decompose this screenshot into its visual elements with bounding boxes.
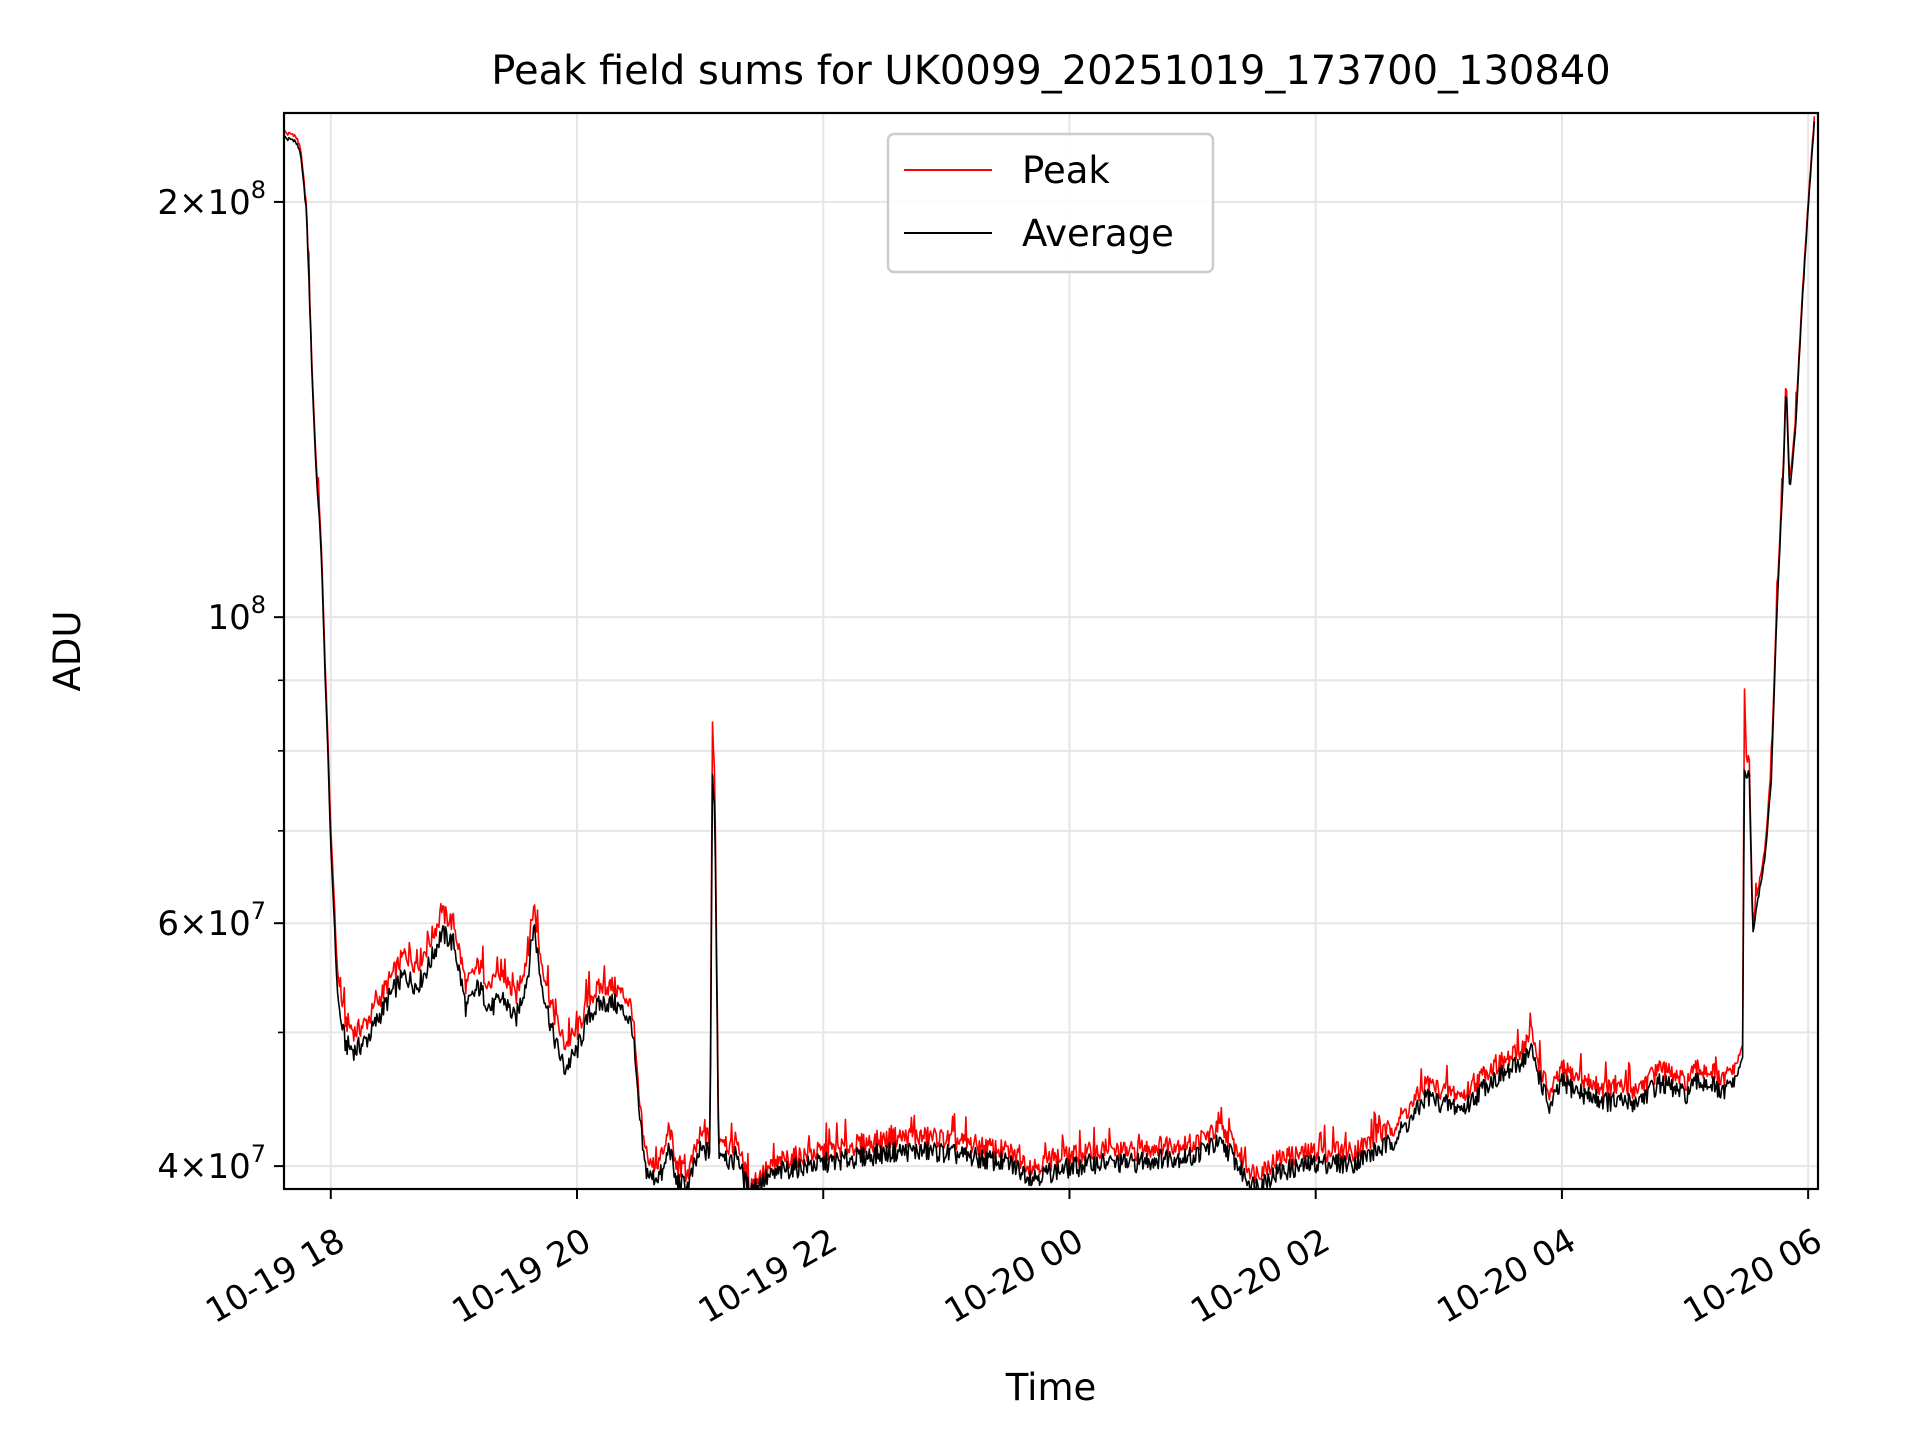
- y-tick-label-exponent: 8: [251, 591, 266, 619]
- y-tick-label: 4×107: [157, 1140, 266, 1187]
- y-axis-label: ADU: [46, 611, 89, 692]
- y-tick-label: 108: [207, 591, 266, 638]
- y-tick-label-exponent: 8: [251, 176, 266, 204]
- y-tick-label: 6×107: [157, 897, 266, 944]
- y-tick-label: 2×108: [157, 176, 266, 223]
- series-line-peak: [284, 116, 1816, 1189]
- chart-title: Peak field sums for UK0099_20251019_1737…: [491, 48, 1610, 94]
- y-tick-label-base: 4×10: [157, 1147, 250, 1187]
- y-tick-label-base: 2×10: [157, 183, 250, 223]
- legend-label-peak: Peak: [1022, 149, 1110, 192]
- y-tick-label-exponent: 7: [251, 897, 266, 925]
- x-axis-label: Time: [1005, 1366, 1097, 1409]
- legend-label-average: Average: [1022, 212, 1174, 255]
- y-tick-label-base: 6×10: [157, 904, 250, 944]
- y-tick-label-exponent: 7: [251, 1140, 266, 1168]
- plot-frame: [282, 111, 1820, 1191]
- series-line-average: [284, 121, 1816, 1189]
- series-layer: [284, 116, 1816, 1189]
- legend: Peak Average: [886, 132, 1215, 274]
- legend-box: [886, 132, 1215, 274]
- y-tick-label-base: 10: [207, 598, 250, 638]
